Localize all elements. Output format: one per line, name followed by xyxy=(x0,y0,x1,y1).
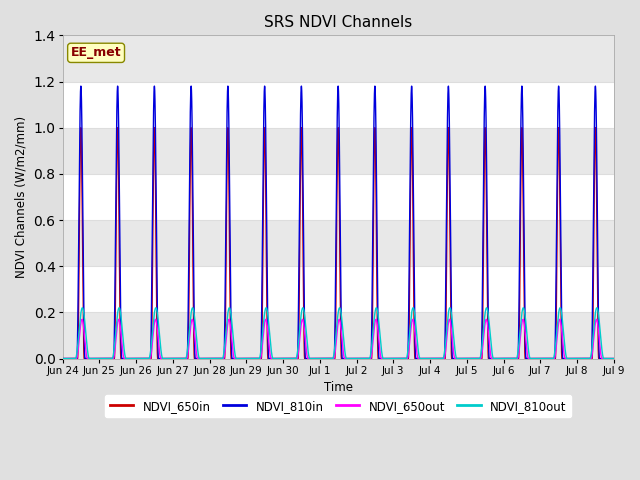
NDVI_650in xyxy=(180,356,188,361)
Line: NDVI_810in: NDVI_810in xyxy=(63,86,614,359)
NDVI_650out xyxy=(536,356,544,361)
NDVI_650out xyxy=(191,335,198,340)
Y-axis label: NDVI Channels (W/m2/mm): NDVI Channels (W/m2/mm) xyxy=(15,116,28,278)
NDVI_650in xyxy=(536,356,544,361)
NDVI_810in xyxy=(119,356,127,361)
NDVI_650out xyxy=(59,356,67,361)
Line: NDVI_810out: NDVI_810out xyxy=(63,308,614,359)
NDVI_650in xyxy=(76,158,84,164)
NDVI_810out xyxy=(59,356,67,361)
NDVI_650out xyxy=(180,356,188,361)
NDVI_650out xyxy=(593,316,600,322)
NDVI_810out xyxy=(76,317,84,323)
Line: NDVI_650out: NDVI_650out xyxy=(63,319,614,359)
NDVI_810in xyxy=(350,356,358,361)
NDVI_810out xyxy=(191,317,198,323)
NDVI_650out xyxy=(350,356,358,361)
Bar xyxy=(63,36,614,82)
NDVI_810in xyxy=(610,356,618,361)
NDVI_810out xyxy=(593,305,601,311)
NDVI_650in xyxy=(350,356,358,361)
Bar xyxy=(63,220,614,266)
NDVI_810out xyxy=(536,356,544,361)
Text: EE_met: EE_met xyxy=(71,47,122,60)
X-axis label: Time: Time xyxy=(324,381,353,394)
Bar xyxy=(63,312,614,359)
NDVI_810in xyxy=(59,356,67,361)
Bar xyxy=(63,128,614,174)
NDVI_810out xyxy=(119,330,127,336)
Title: SRS NDVI Channels: SRS NDVI Channels xyxy=(264,15,412,30)
NDVI_810in xyxy=(77,83,84,89)
NDVI_650in xyxy=(59,356,67,361)
NDVI_810in xyxy=(180,356,188,361)
NDVI_810out xyxy=(180,356,188,361)
NDVI_650in xyxy=(191,356,198,361)
NDVI_650out xyxy=(610,356,618,361)
Legend: NDVI_650in, NDVI_810in, NDVI_650out, NDVI_810out: NDVI_650in, NDVI_810in, NDVI_650out, NDV… xyxy=(105,395,571,417)
NDVI_650out xyxy=(119,348,127,353)
NDVI_810out xyxy=(350,356,358,361)
NDVI_810in xyxy=(536,356,544,361)
NDVI_810out xyxy=(610,356,618,361)
NDVI_650in xyxy=(77,125,84,131)
NDVI_650in xyxy=(610,356,618,361)
Line: NDVI_650in: NDVI_650in xyxy=(63,128,614,359)
NDVI_810in xyxy=(191,352,198,358)
NDVI_650in xyxy=(119,356,127,361)
NDVI_810in xyxy=(76,110,84,116)
NDVI_650out xyxy=(76,327,84,333)
